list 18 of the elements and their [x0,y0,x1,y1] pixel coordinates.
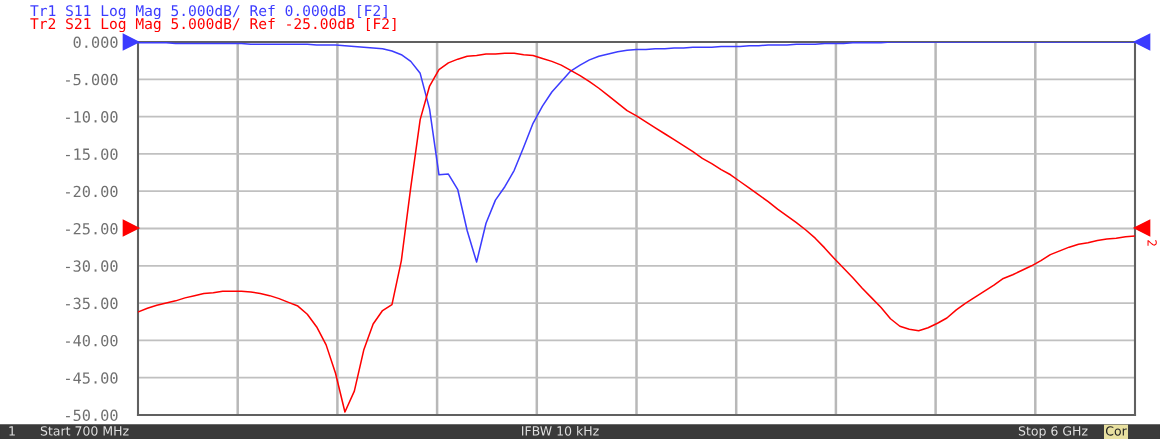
y-tick-label: -30.00 [66,260,118,272]
y-tick-label: -40.00 [66,334,118,347]
text: IFBW 10 kHz [522,425,599,436]
text: Cor [1105,426,1127,436]
text: 2 [1147,240,1157,246]
y-tick-label: -25.00 [66,223,118,235]
y-tick-label: -35.00 [66,297,118,310]
text: Stop 6 GHz [1018,426,1088,439]
text: 1 [9,426,15,436]
y-tick-label: -10.00 [66,111,118,123]
y-tick-label: -50.00 [66,409,118,422]
y-tick-label: -45.00 [66,372,118,384]
y-tick-label: 0.000 [73,36,118,49]
text: Tr2 S21 Log Mag 5.000dB/ Ref -25.00dB [F2] [30,17,396,33]
y-tick-label: -5.000 [66,73,118,86]
y-tick-label: -20.00 [66,185,118,198]
y-tick-label: -15.00 [66,148,118,160]
text: Start 700 MHz [40,426,129,436]
